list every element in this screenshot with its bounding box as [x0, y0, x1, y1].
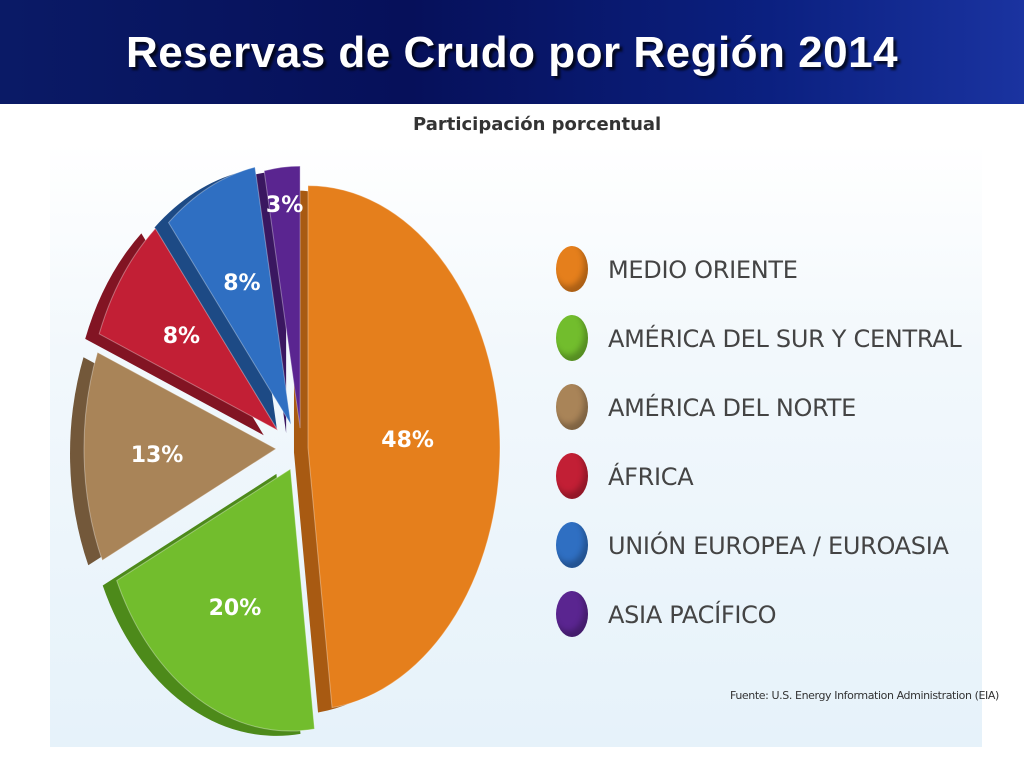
pie-data-label-3: 8%	[163, 324, 200, 349]
legend-swatch	[556, 246, 588, 292]
legend-label: ÁFRICA	[608, 463, 694, 491]
pie-data-label-4: 8%	[223, 271, 260, 296]
pie-data-label-5: 3%	[266, 193, 303, 218]
slide-title: Reservas de Crudo por Región 2014	[125, 28, 899, 77]
slide-header	[0, 0, 1024, 104]
legend-label: AMÉRICA DEL SUR Y CENTRAL	[608, 325, 962, 353]
legend-swatch	[556, 591, 588, 637]
legend-label: MEDIO ORIENTE	[608, 256, 798, 284]
pie-slice-0	[307, 185, 501, 709]
pie-slice-1	[116, 468, 316, 732]
pie-data-label-2: 13%	[131, 443, 184, 468]
pie-slice-2	[83, 351, 277, 562]
legend-item: AMÉRICA DEL SUR Y CENTRAL	[556, 315, 962, 361]
pie-slice-5	[263, 165, 301, 429]
chart-title: Participación porcentual	[413, 114, 662, 135]
pie-chart: 48% 20% 13% 8% 8% 3%	[70, 165, 501, 736]
pie-slice-3	[98, 227, 280, 432]
legend-swatch	[556, 453, 588, 499]
legend-item: ÁFRICA	[556, 453, 956, 499]
legend-item: UNIÓN EUROPEA / EUROASIA	[556, 522, 956, 568]
legend-swatch	[556, 384, 588, 430]
pie-slice-4	[167, 166, 292, 425]
pie-data-label-1: 20%	[209, 596, 262, 621]
legend-label: ASIA PACÍFICO	[608, 601, 777, 629]
legend-item: AMÉRICA DEL NORTE	[556, 384, 956, 430]
legend-swatch	[556, 315, 588, 361]
legend-item: MEDIO ORIENTE	[556, 246, 956, 292]
legend-label: AMÉRICA DEL NORTE	[608, 394, 856, 422]
legend-item: ASIA PACÍFICO	[556, 591, 956, 637]
legend-swatch	[556, 522, 588, 568]
chart-source-note: Fuente: U.S. Energy Information Administ…	[730, 689, 999, 702]
pie-data-label-0: 48%	[381, 428, 434, 453]
legend-label: UNIÓN EUROPEA / EUROASIA	[608, 532, 949, 560]
